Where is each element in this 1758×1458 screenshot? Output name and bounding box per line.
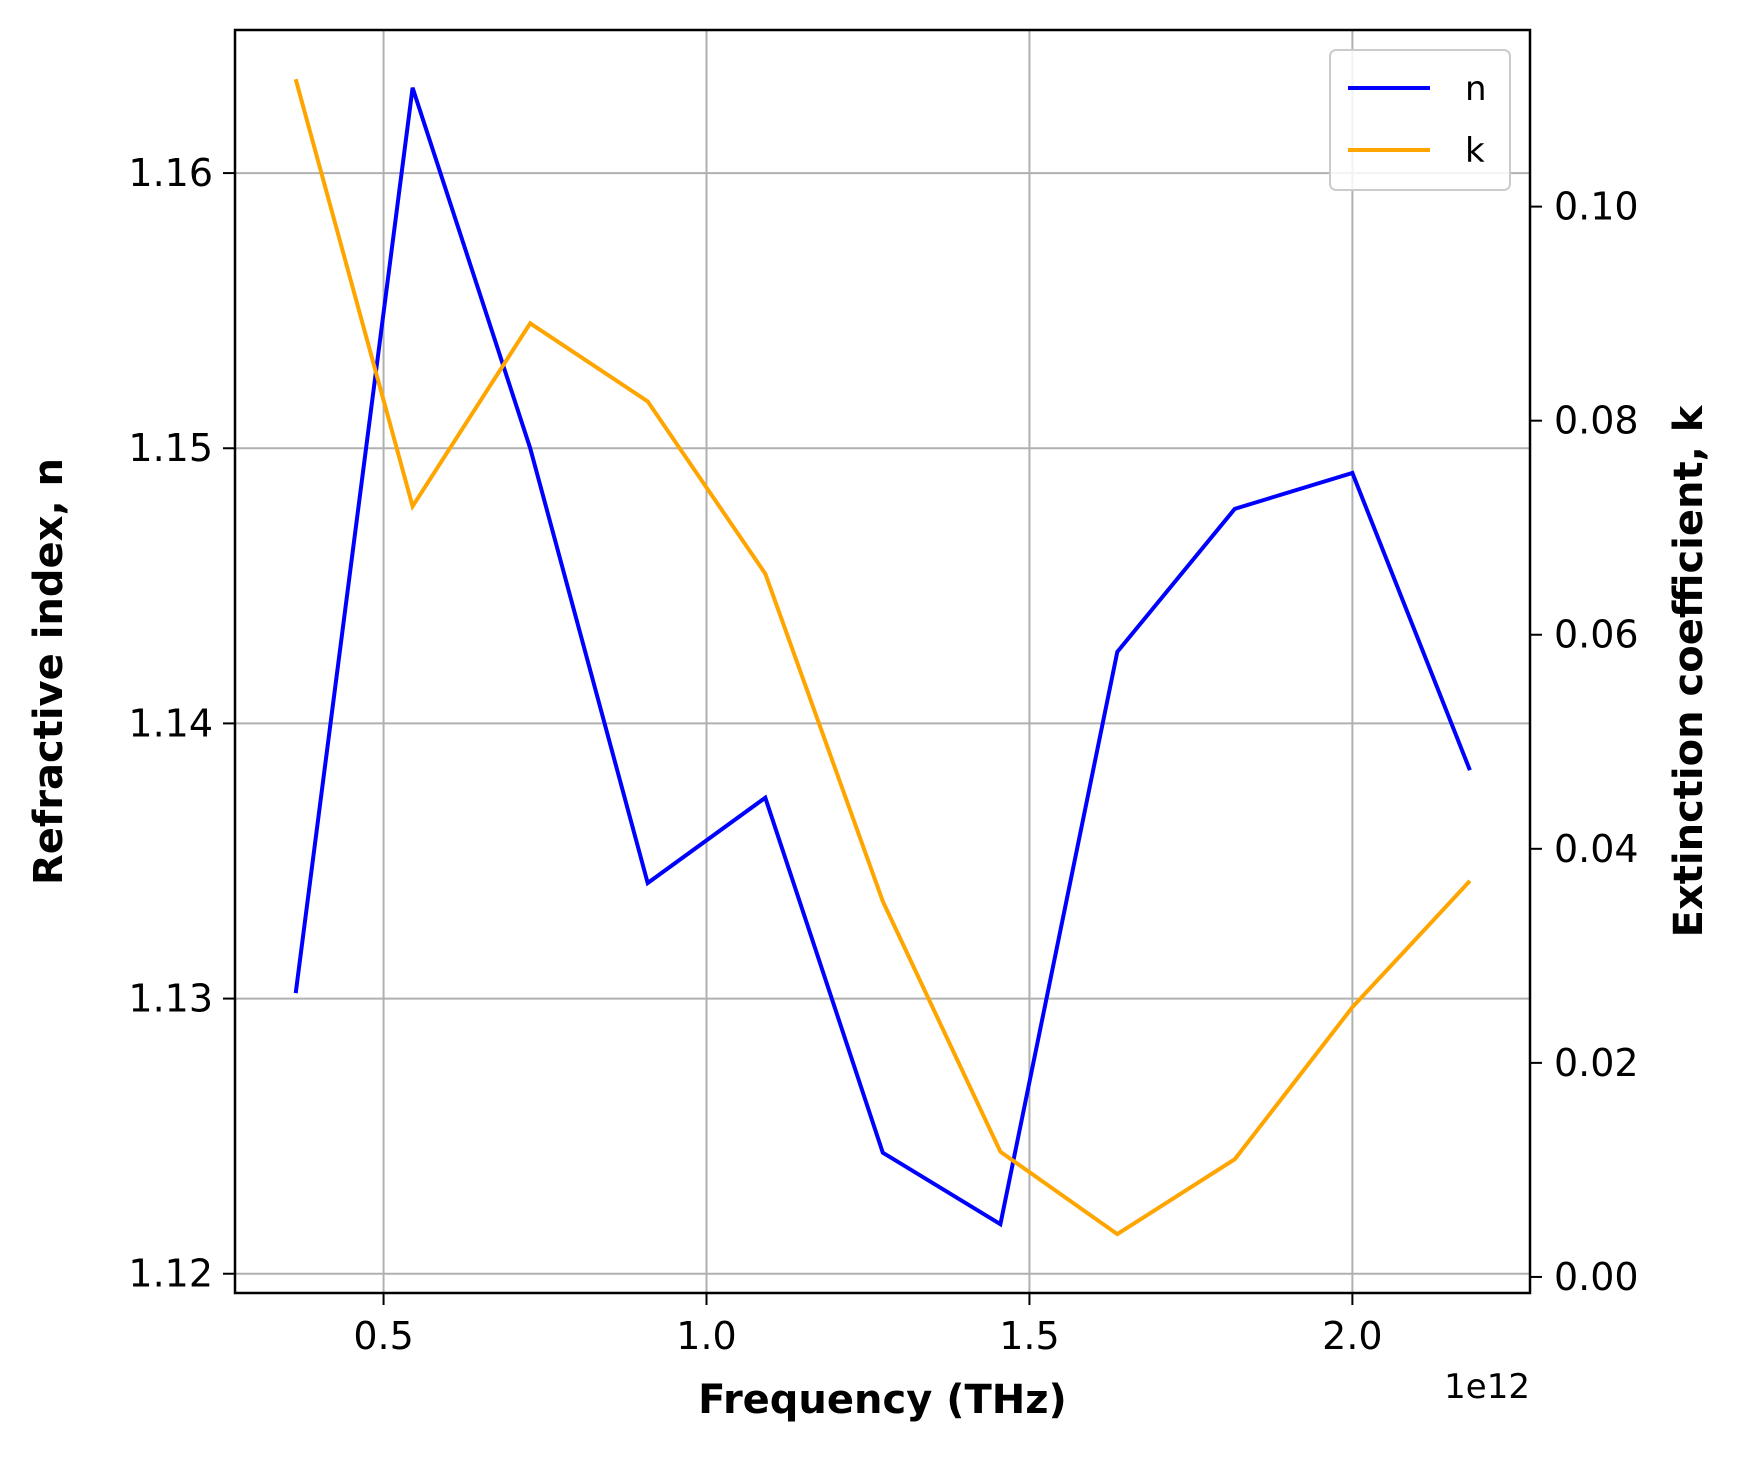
legend-box (1329, 49, 1511, 191)
y-right-tick-label-3: 0.06 (1554, 613, 1639, 657)
legend-label-k: k (1465, 131, 1485, 171)
y-right-tick-label-5: 0.10 (1554, 185, 1639, 229)
x-axis-title: Frequency (THz) (698, 1377, 1067, 1423)
y-left-tick-label-3: 1.15 (128, 426, 213, 470)
y-right-tick-label-2: 0.04 (1554, 827, 1639, 871)
x-axis: 0.5 1.0 1.5 2.0 (353, 1293, 1383, 1358)
plot-frame (233, 28, 1532, 1295)
y-left-tick-label-1: 1.13 (128, 977, 213, 1021)
x-axis-offset-label: 1e12 (1444, 1367, 1530, 1407)
legend-label-n: n (1465, 69, 1487, 109)
y-left-axis-title: Refractive index, n (26, 458, 72, 885)
legend: n k (1329, 49, 1511, 191)
x-tick-label-3: 2.0 (1322, 1314, 1382, 1358)
y-right-axis-title: Extinction coefficient, k (1666, 404, 1712, 937)
x-tick-label-0: 0.5 (353, 1314, 413, 1358)
series-line-k (293, 78, 1472, 1237)
series-layer (293, 78, 1472, 1237)
x-tick-label-1: 1.0 (676, 1314, 736, 1358)
y-left-axis: 1.12 1.13 1.14 1.15 1.16 (128, 151, 235, 1296)
x-tick-label-2: 1.5 (999, 1314, 1059, 1358)
y-right-axis: 0.00 0.02 0.04 0.06 0.08 0.10 (1530, 185, 1639, 1299)
y-right-tick-label-0: 0.00 (1554, 1255, 1639, 1299)
y-left-tick-label-0: 1.12 (128, 1252, 213, 1296)
y-left-tick-label-4: 1.16 (128, 151, 213, 195)
y-right-tick-label-1: 0.02 (1554, 1041, 1639, 1085)
grid (235, 30, 1530, 1293)
y-left-tick-label-2: 1.14 (128, 701, 213, 745)
series-line-n (293, 87, 1472, 1228)
y-right-tick-label-4: 0.08 (1554, 399, 1639, 443)
